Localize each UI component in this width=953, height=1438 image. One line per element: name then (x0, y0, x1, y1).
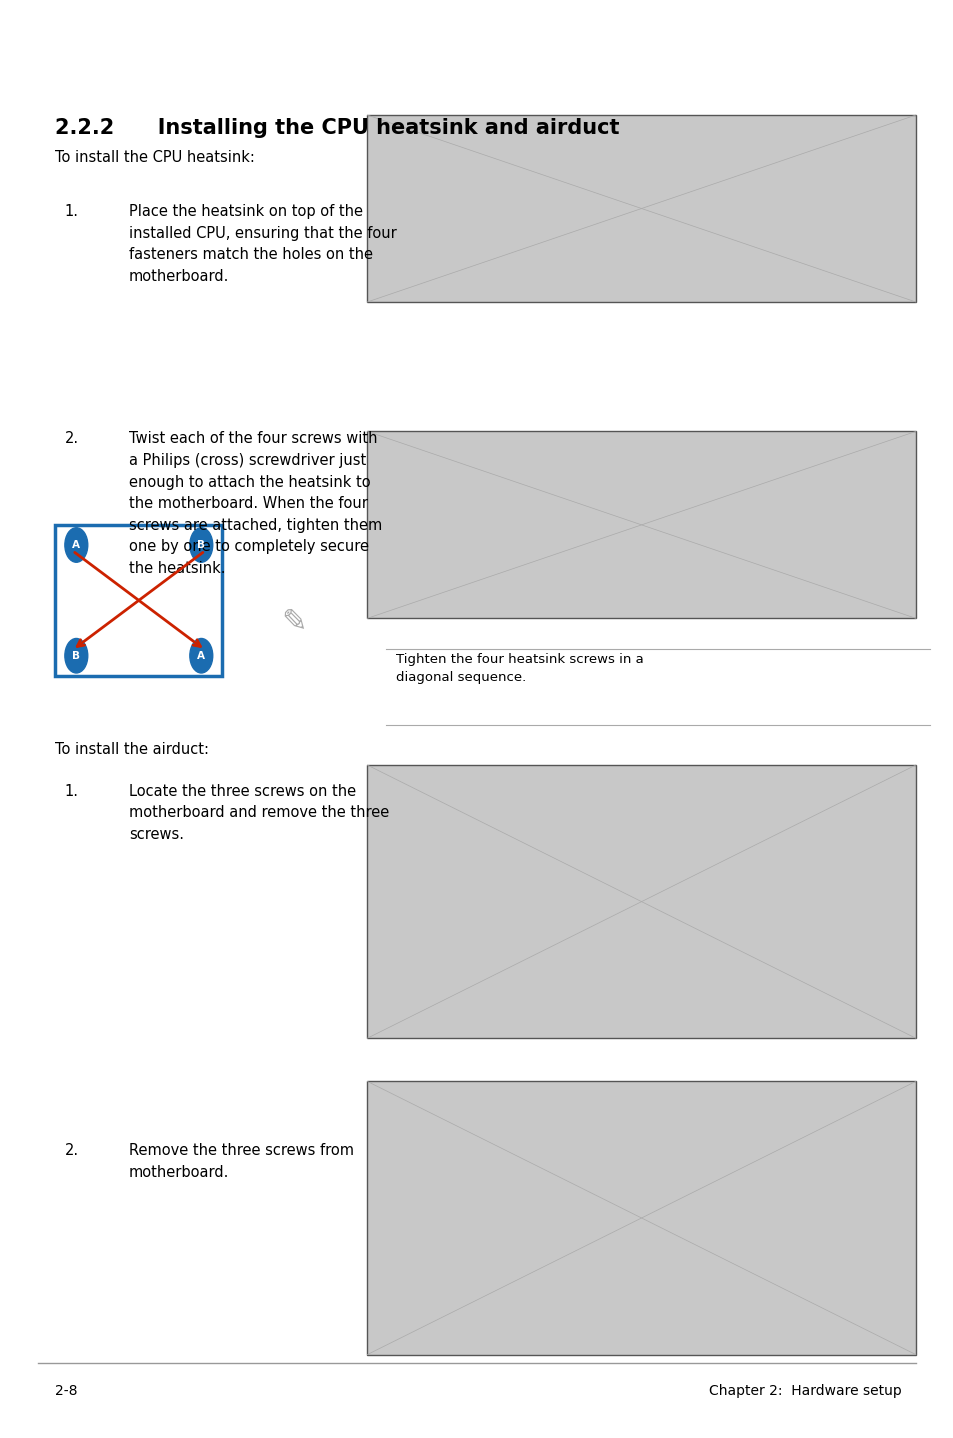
Text: 2-8: 2-8 (55, 1383, 78, 1398)
Text: 2.2.2      Installing the CPU heatsink and airduct: 2.2.2 Installing the CPU heatsink and ai… (55, 118, 619, 138)
Text: 2.: 2. (65, 431, 79, 446)
Bar (367, 115, 915, 302)
Circle shape (65, 638, 88, 673)
Text: To install the airduct:: To install the airduct: (55, 742, 209, 756)
Bar (367, 765, 915, 1038)
Circle shape (190, 528, 213, 562)
Text: Locate the three screws on the
motherboard and remove the three
screws.: Locate the three screws on the motherboa… (129, 784, 389, 841)
Text: Chapter 2:  Hardware setup: Chapter 2: Hardware setup (708, 1383, 901, 1398)
Text: Tighten the four heatsink screws in a
diagonal sequence.: Tighten the four heatsink screws in a di… (395, 653, 643, 684)
Text: 1.: 1. (65, 204, 79, 219)
Circle shape (190, 638, 213, 673)
Text: B: B (197, 541, 205, 549)
Bar (367, 431, 915, 618)
Bar (367, 1081, 915, 1355)
Text: A: A (72, 541, 80, 549)
Text: 2.: 2. (65, 1143, 79, 1158)
Circle shape (65, 528, 88, 562)
Text: Twist each of the four screws with
a Philips (cross) screwdriver just
enough to : Twist each of the four screws with a Phi… (129, 431, 381, 577)
Text: To install the CPU heatsink:: To install the CPU heatsink: (55, 150, 255, 164)
Text: A: A (197, 651, 205, 660)
Text: Remove the three screws from
motherboard.: Remove the three screws from motherboard… (129, 1143, 354, 1179)
Text: ✎: ✎ (281, 607, 306, 636)
Text: 1.: 1. (65, 784, 79, 798)
FancyBboxPatch shape (55, 525, 222, 676)
Text: B: B (72, 651, 80, 660)
Text: Place the heatsink on top of the
installed CPU, ensuring that the four
fasteners: Place the heatsink on top of the install… (129, 204, 396, 283)
